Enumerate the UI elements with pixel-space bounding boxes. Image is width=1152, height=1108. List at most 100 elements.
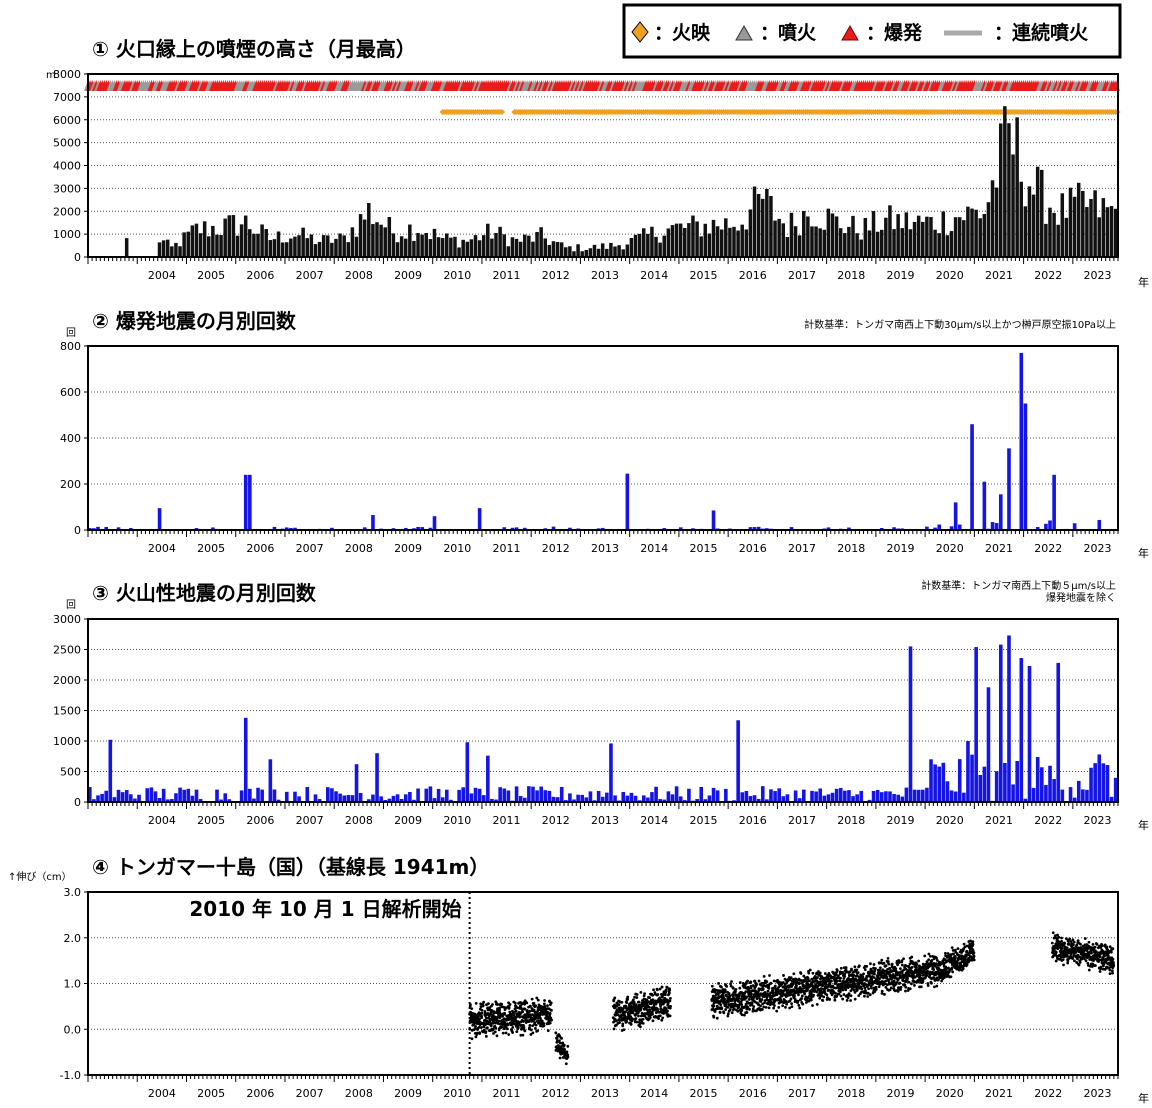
baseline-point (839, 976, 842, 980)
baseline-point (768, 974, 771, 977)
panel3-note: 計数基準：トンガマ南西上下動５μm/s以上 (921, 579, 1116, 592)
baseline-point (933, 985, 936, 989)
count-bar (1011, 784, 1015, 802)
plume-bar (477, 240, 482, 257)
count-bar (1015, 760, 1019, 802)
plume-bar (276, 231, 281, 257)
baseline-point (852, 980, 856, 984)
baseline-point (530, 997, 534, 1001)
count-bar (970, 754, 974, 802)
baseline-point (548, 1021, 552, 1025)
plume-bar (810, 226, 814, 257)
x-tick-label: 2007 (296, 814, 324, 827)
baseline-point (621, 1007, 625, 1010)
baseline-point (896, 963, 899, 967)
count-bar (108, 739, 113, 802)
baseline-point (635, 996, 639, 999)
baseline-point (478, 1017, 481, 1021)
baseline-point (824, 982, 828, 986)
baseline-point (543, 999, 546, 1002)
y-tick-label: 800 (60, 340, 81, 353)
baseline-point (720, 1007, 724, 1011)
x-tick-label: 2018 (837, 269, 865, 282)
plume-bar (342, 235, 346, 257)
y-tick-label: 0 (74, 251, 81, 264)
x-tick-label: 2010 (443, 269, 471, 282)
plume-bar (970, 208, 974, 257)
baseline-point (484, 1030, 488, 1034)
panel3-unit: 回 (66, 599, 76, 611)
baseline-point (788, 993, 792, 997)
baseline-point (734, 990, 737, 994)
plume-bar (309, 234, 314, 257)
count-bar (748, 796, 753, 802)
baseline-point (748, 1007, 751, 1011)
plume-bar (416, 232, 420, 257)
baseline-point (880, 992, 884, 995)
plume-bar (711, 219, 716, 257)
count-bar (650, 792, 654, 802)
baseline-point (485, 1026, 489, 1030)
plume-bar (190, 225, 195, 257)
baseline-point (712, 1015, 716, 1019)
baseline-point (750, 992, 753, 996)
count-bar (933, 764, 937, 802)
plume-bar (387, 216, 392, 257)
panel-explosion-quakes: 回 ② 爆発地震の月別回数 計数基準：トンガマ南西上下動30μm/s以上かつ榊戸… (60, 309, 1149, 560)
count-bar (198, 799, 203, 802)
count-bar (165, 799, 170, 802)
baseline-point (932, 968, 936, 971)
baseline-point (737, 996, 741, 1000)
x-tick-label: 2018 (837, 814, 865, 827)
baseline-point (558, 1041, 562, 1045)
plume-bar (621, 249, 625, 257)
count-bar (276, 799, 281, 802)
plume-bar (231, 215, 236, 257)
plume-bar (998, 123, 1003, 258)
baseline-point (519, 1033, 523, 1037)
count-bar (330, 527, 334, 530)
baseline-point (479, 1026, 483, 1029)
baseline-point (651, 1019, 655, 1023)
plume-bar (625, 244, 630, 257)
plume-bar (198, 233, 203, 257)
baseline-point (861, 975, 865, 979)
baseline-point (827, 972, 831, 975)
baseline-point (563, 1047, 566, 1051)
count-bar (157, 798, 162, 802)
plume-bar (695, 221, 699, 257)
plume-bar (650, 226, 654, 257)
baseline-point (798, 1006, 802, 1010)
baseline-point (852, 988, 856, 992)
baseline-point (617, 1018, 621, 1022)
plume-bar (584, 249, 589, 257)
baseline-point (629, 1022, 633, 1026)
count-bar (888, 791, 892, 802)
plume-bar (949, 231, 954, 257)
count-bar (568, 527, 572, 530)
x-tick-label: 2018 (837, 542, 865, 555)
count-bar (502, 527, 507, 530)
baseline-point (743, 1013, 746, 1017)
baseline-point (732, 1007, 736, 1011)
plume-bar (367, 203, 371, 257)
count-bar (182, 789, 186, 802)
baseline-point (777, 980, 781, 984)
baseline-point (663, 993, 667, 997)
baseline-point (888, 988, 892, 992)
plume-bar (806, 216, 810, 257)
count-bar (243, 474, 248, 530)
plume-bar (428, 239, 433, 257)
count-bar (904, 787, 909, 802)
baseline-point (867, 987, 871, 991)
count-bar (514, 527, 519, 530)
baseline-point (629, 1004, 633, 1007)
count-bar (662, 799, 667, 802)
count-bar (1007, 448, 1011, 530)
plume-bar (1015, 117, 1019, 257)
count-bar (826, 794, 831, 802)
x-tick-label: 2005 (197, 542, 225, 555)
plume-bar (453, 236, 457, 257)
y-tick-label: 1500 (53, 705, 81, 718)
y-tick-label: 1000 (53, 228, 81, 241)
